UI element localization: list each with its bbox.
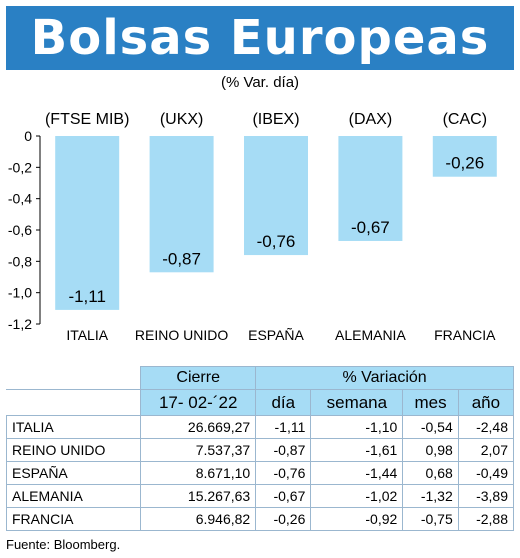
row-name: ESPAÑA [5,461,142,485]
bar [244,136,308,256]
row-cierre: 6.946,82 [140,507,257,531]
row-ano: -2,48 [457,415,515,439]
chart-title: Bolsas Europeas [30,10,490,66]
row-cierre: 26.669,27 [140,415,257,439]
bar [149,136,214,273]
row-name: FRANCIA [5,507,142,531]
category-label: REINO UNIDO [135,327,228,343]
y-tick-label: -0,8 [8,253,32,269]
row-cierre: 8.671,10 [140,461,257,485]
row-semana: -1,61 [310,438,404,462]
table-row: REINO UNIDO 7.537,37 -0,87 -1,61 0,98 2,… [5,438,515,462]
header-semana: semana [310,389,404,416]
table-row: ALEMANIA 15.267,63 -0,67 -1,02 -1,32 -3,… [5,484,515,508]
table-row: ESPAÑA 8.671,10 -0,76 -1,44 0,68 -0,49 [5,461,515,485]
header-date: 17- 02-´22 [140,389,257,416]
category-label: ALEMANIA [335,327,406,343]
table-header-row-1: Cierre % Variación [5,366,514,390]
row-semana: -0,92 [310,507,404,531]
table-header-row-2: 17- 02-´22 día semana mes año [5,389,515,416]
row-cierre: 15.267,63 [140,484,257,508]
y-tick-label: -1,2 [8,316,32,332]
index-label: (CAC) [443,111,487,128]
index-label: (IBEX) [252,111,299,128]
y-tick-label: -0,4 [8,191,32,207]
table-corner-cell [5,366,142,390]
data-table-container: Cierre % Variación 17- 02-´22 día semana… [5,366,515,531]
row-ano: -3,89 [457,484,515,508]
row-name: ALEMANIA [5,484,142,508]
index-label: (DAX) [349,111,393,128]
header-ano: año [457,389,515,416]
data-table: Cierre % Variación 17- 02-´22 día semana… [5,366,515,531]
row-mes: 0,68 [402,461,459,485]
category-label: ITALIA [66,327,108,343]
row-name: REINO UNIDO [5,438,142,462]
y-tick-label: -0,6 [8,222,32,238]
chart-subtitle: (% Var. día) [220,74,300,91]
row-dia: -0,67 [255,484,312,508]
table-row: ITALIA 26.669,27 -1,11 -1,10 -0,54 -2,48 [5,415,515,439]
category-label: ESPAÑA [248,327,304,343]
header-dia: día [255,389,312,416]
index-label: (FTSE MIB) [45,111,129,128]
row-semana: -1,10 [310,415,404,439]
row-name: ITALIA [5,415,142,439]
index-label: (UKX) [160,111,204,128]
title-banner: Bolsas Europeas [6,6,514,70]
bar [55,136,120,310]
row-mes: -1,32 [402,484,459,508]
bar-value-label: -0,26 [445,154,484,173]
bar-value-label: -0,87 [162,249,201,268]
row-ano: -0,49 [457,461,515,485]
source-note: Fuente: Bloomberg. [6,537,121,552]
row-semana: -1,02 [310,484,404,508]
y-tick-label: 0 [24,128,32,144]
row-dia: -0,87 [255,438,312,462]
row-dia: -1,11 [255,415,312,439]
row-mes: -0,75 [402,507,459,531]
row-mes: -0,54 [402,415,459,439]
table-corner-cell-2 [5,389,142,416]
bar-value-label: -0,76 [257,232,296,251]
row-ano: 2,07 [457,438,515,462]
header-variacion: % Variación [255,366,514,390]
table-row: FRANCIA 6.946,82 -0,26 -0,92 -0,75 -2,88 [5,507,515,531]
category-label: FRANCIA [434,327,496,343]
row-mes: 0,98 [402,438,459,462]
bar-value-label: -1,11 [68,287,106,306]
header-cierre: Cierre [140,366,257,390]
bar [338,136,403,241]
bar-chart: 0 -0,2 -0,4 -0,6 -0,8 -1,0 -1,2 (FTSE MIB) -1,11… [8,111,497,343]
y-tick-label: -1,0 [8,285,32,301]
row-ano: -2,88 [457,507,515,531]
row-semana: -1,44 [310,461,404,485]
row-dia: -0,26 [255,507,312,531]
bar [432,136,497,177]
header-mes: mes [402,389,459,416]
bar-value-label: -0,67 [351,218,390,237]
row-dia: -0,76 [255,461,312,485]
row-cierre: 7.537,37 [140,438,257,462]
y-tick-label: -0,2 [8,159,32,175]
